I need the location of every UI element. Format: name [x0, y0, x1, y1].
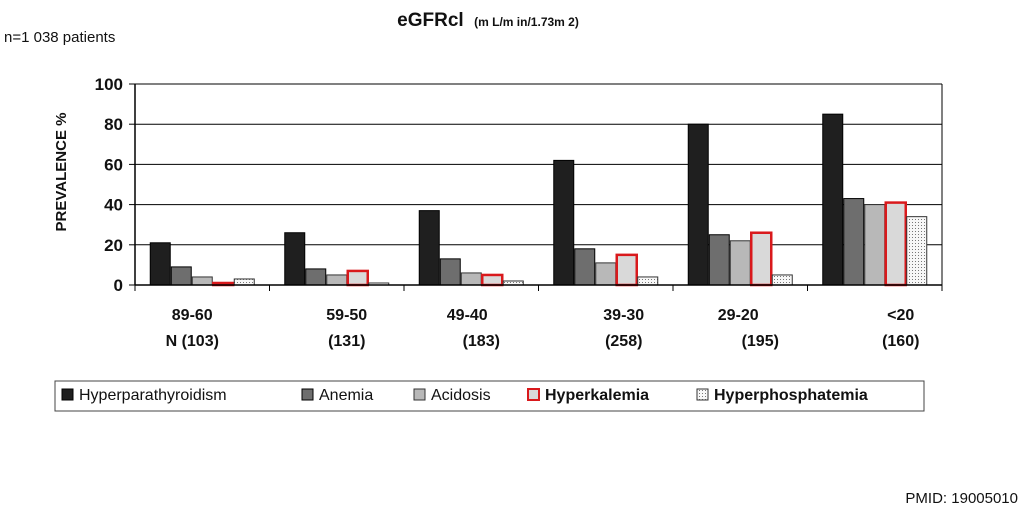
bar-acidosis-2 — [460, 272, 482, 286]
bar-hyperphosphatemia-0 — [233, 278, 255, 286]
gridlines — [135, 83, 942, 246]
y-axis-ticks: 0 20 40 60 80 100 — [95, 75, 135, 295]
chart-title-unit: (m L/m in/1.73m 2) — [474, 15, 579, 29]
x-axis-ticks — [134, 285, 943, 291]
bar-hyperparathyroidism-4 — [687, 123, 709, 286]
bar-hyperkalemia-1 — [346, 269, 369, 287]
y-tick-label: 80 — [104, 115, 123, 134]
legend-label-anemia: Anemia — [319, 387, 373, 404]
bar-anemia-3 — [574, 248, 596, 286]
x-category-label: 89-60 — [172, 307, 213, 324]
bar-hyperparathyroidism-2 — [418, 210, 440, 286]
y-axis-label: PREVALENCE % — [53, 113, 70, 232]
legend-label-hyperparathyroidism: Hyperparathyroidism — [79, 387, 227, 404]
bar-hyperparathyroidism-5 — [822, 113, 844, 286]
bar-hyperparathyroidism-3 — [553, 159, 575, 286]
x-category-count: (183) — [463, 333, 500, 350]
bar-hyperphosphatemia-3 — [637, 276, 659, 286]
legend-swatch-hyperparathyroidism — [61, 388, 74, 401]
bar-anemia-1 — [305, 268, 327, 286]
bar-hyperkalemia-5 — [884, 201, 907, 287]
x-category-label: 29-20 — [718, 307, 759, 324]
y-tick-label: 60 — [104, 155, 123, 174]
bars — [149, 113, 928, 287]
legend-label-hyperkalemia: Hyperkalemia — [545, 387, 649, 404]
legend-swatch-anemia — [301, 388, 314, 401]
bar-acidosis-3 — [595, 262, 617, 286]
x-category-count: (160) — [882, 333, 919, 350]
bar-hyperkalemia-2 — [481, 273, 504, 287]
pmid-text: PMID: 19005010 — [905, 490, 1018, 507]
x-category-count: (131) — [328, 333, 365, 350]
legend-swatch-hyperkalemia — [527, 388, 540, 401]
x-category-label: 39-30 — [603, 307, 644, 324]
x-category-count: N (103) — [166, 333, 219, 350]
x-category-label: 49-40 — [447, 307, 488, 324]
bar-acidosis-1 — [326, 274, 348, 286]
bar-hyperparathyroidism-0 — [149, 242, 171, 286]
x-category-count: (195) — [742, 333, 779, 350]
x-category-label: <20 — [887, 307, 914, 324]
legend-swatch-hyperphosphatemia — [696, 388, 709, 401]
bar-hyperkalemia-4 — [750, 231, 773, 287]
y-tick-label: 40 — [104, 196, 123, 215]
bar-acidosis-4 — [729, 240, 751, 286]
bar-hyperphosphatemia-5 — [906, 216, 928, 286]
legend-label-acidosis: Acidosis — [431, 387, 491, 404]
legend-label-hyperphosphatemia: Hyperphosphatemia — [714, 387, 868, 404]
bar-anemia-2 — [439, 258, 461, 286]
bar-anemia-5 — [843, 198, 865, 286]
bar-acidosis-0 — [191, 276, 213, 286]
x-category-count: (258) — [605, 333, 642, 350]
legend-swatch-acidosis — [413, 388, 426, 401]
bar-hyperphosphatemia-4 — [771, 274, 793, 286]
sample-size-note: n=1 038 patients — [4, 29, 115, 46]
legend-box — [54, 380, 925, 412]
chart-title-group: eGFRcl (m L/m in/1.73m 2) — [397, 10, 579, 31]
bar-hyperparathyroidism-1 — [284, 232, 306, 286]
bar-anemia-0 — [170, 266, 192, 286]
y-tick-label: 20 — [104, 236, 123, 255]
x-category-label: 59-50 — [326, 307, 367, 324]
legend: Hyperparathyroidism Anemia Acidosis Hyperka… — [54, 380, 925, 412]
x-axis-labels: 89-60 N (103) 59-50 (131) 49-40 (183) 39-30 (25… — [166, 307, 920, 350]
bar-anemia-4 — [708, 234, 730, 286]
bar-acidosis-5 — [864, 204, 886, 286]
y-tick-label: 100 — [95, 75, 123, 94]
chart-title: eGFRcl — [397, 10, 464, 31]
bar-hyperkalemia-3 — [615, 253, 638, 287]
y-tick-label: 0 — [114, 276, 123, 295]
